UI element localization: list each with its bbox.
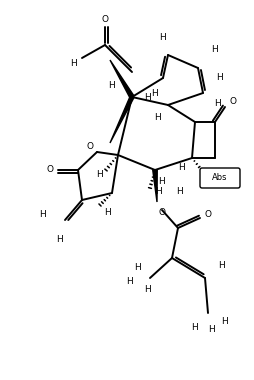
Text: H: H bbox=[70, 59, 77, 68]
Text: H: H bbox=[216, 73, 223, 82]
Text: H: H bbox=[214, 98, 220, 108]
Polygon shape bbox=[109, 60, 133, 98]
Text: H: H bbox=[134, 263, 141, 272]
Text: H: H bbox=[176, 187, 183, 196]
Text: H: H bbox=[104, 209, 111, 217]
Text: H: H bbox=[221, 318, 228, 326]
Text: O: O bbox=[101, 16, 108, 24]
Text: O: O bbox=[86, 142, 93, 152]
Text: H: H bbox=[191, 323, 198, 332]
Text: H: H bbox=[159, 33, 166, 41]
Text: O: O bbox=[46, 166, 53, 174]
Text: O: O bbox=[204, 211, 211, 220]
Text: H: H bbox=[126, 277, 133, 287]
Text: H: H bbox=[108, 81, 115, 90]
FancyBboxPatch shape bbox=[199, 168, 239, 188]
Text: H: H bbox=[96, 171, 103, 179]
Polygon shape bbox=[152, 170, 157, 202]
Text: H: H bbox=[56, 236, 63, 244]
Text: H: H bbox=[154, 114, 161, 122]
Polygon shape bbox=[109, 96, 133, 143]
Text: H: H bbox=[218, 261, 225, 269]
Text: H: H bbox=[144, 92, 151, 101]
Text: H: H bbox=[39, 211, 46, 220]
Text: H: H bbox=[208, 326, 215, 334]
Text: Abs: Abs bbox=[211, 174, 227, 182]
Text: O: O bbox=[229, 98, 235, 106]
Text: H: H bbox=[144, 285, 151, 294]
Text: H: H bbox=[155, 187, 162, 196]
Text: H: H bbox=[151, 89, 158, 98]
Text: H: H bbox=[211, 44, 217, 54]
Text: H: H bbox=[158, 177, 165, 187]
Text: H: H bbox=[208, 174, 215, 182]
Text: O: O bbox=[158, 209, 165, 217]
Text: H: H bbox=[178, 163, 185, 173]
